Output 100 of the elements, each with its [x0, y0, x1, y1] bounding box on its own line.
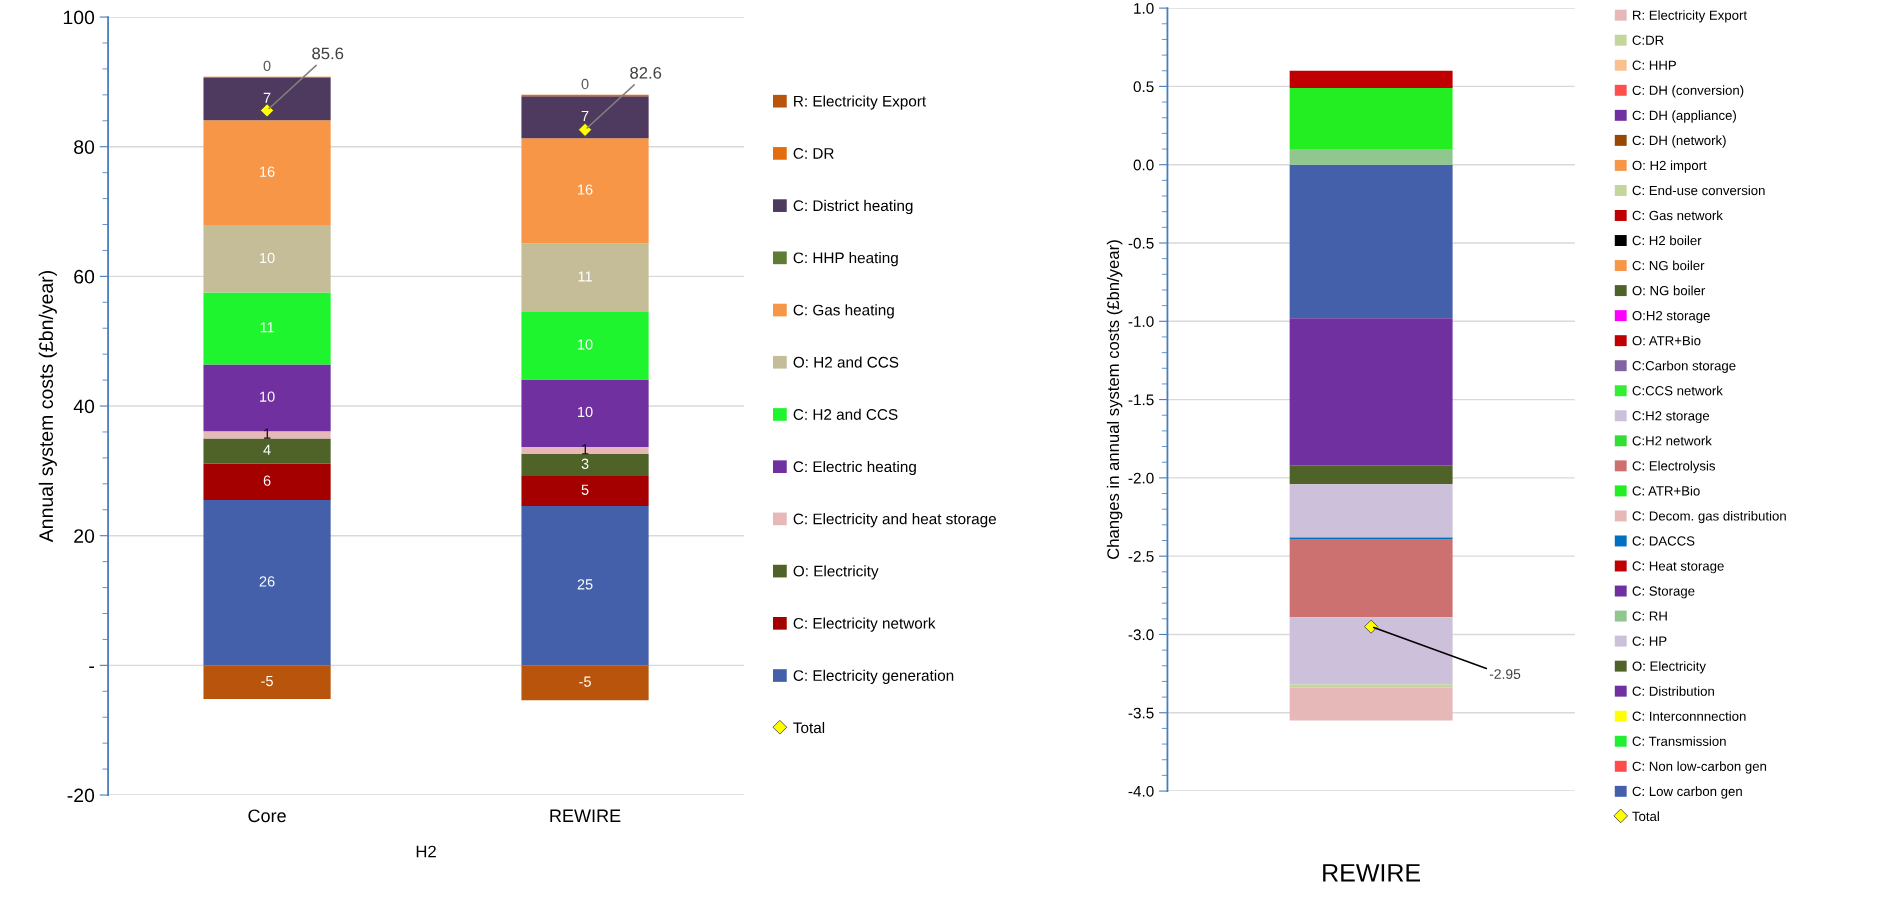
bar	[1289, 684, 1453, 688]
y-tick-label: -2.5	[1128, 551, 1154, 562]
legend-label: O: H2 and CCS	[793, 356, 899, 368]
legend-label: C: Electricity generation	[793, 669, 954, 684]
legend-label: C: DH (network)	[1632, 135, 1726, 148]
legend-label: C: Storage	[1632, 586, 1695, 599]
legend-label: R: Electricity Export	[794, 95, 927, 110]
y-axis-title: Changes in annual system costs (£bn/year)	[1106, 240, 1123, 559]
bar	[1289, 465, 1453, 485]
legend-label: C:CCS network	[1632, 385, 1723, 396]
data-label: 4	[263, 444, 271, 455]
y-tick-label: 20	[74, 529, 95, 543]
data-label: 25	[577, 579, 593, 590]
bar	[203, 463, 331, 501]
data-label: 11	[578, 271, 592, 282]
data-label: -5	[579, 676, 591, 687]
bar	[203, 665, 331, 700]
data-label: 10	[578, 406, 593, 418]
y-tick-label: -1.5	[1128, 394, 1154, 406]
legend-label: C: RH	[1632, 611, 1667, 621]
legend-label: C: DR	[793, 148, 834, 159]
legend-label: O: Electricity	[1632, 661, 1706, 674]
legend-label: C: NG boiler	[1632, 260, 1705, 271]
bar	[521, 665, 649, 701]
y-axis-title: Annual system costs (£bn/year)	[38, 271, 57, 543]
bar	[521, 446, 649, 455]
legend-label: C:H2 storage	[1632, 411, 1710, 424]
y-tick-label: -20	[67, 788, 95, 803]
legend-label: C: DACCS	[1632, 536, 1695, 546]
data-label: 10	[260, 391, 275, 402]
data-label: -2.95	[1489, 669, 1521, 679]
bar	[1289, 617, 1453, 685]
data-label: 0	[263, 60, 271, 72]
bar	[203, 500, 331, 666]
bar	[1289, 87, 1453, 150]
y-tick-label: 0.5	[1133, 81, 1154, 93]
legend-label: C: Low carbon gen	[1632, 786, 1742, 799]
y-tick-label: 1.0	[1134, 2, 1154, 14]
bar	[1289, 687, 1453, 721]
legend-label: C: Interconnnection	[1632, 711, 1746, 721]
data-label: 10	[260, 252, 275, 264]
data-label: 16	[578, 184, 593, 195]
y-tick-label: -	[89, 666, 95, 668]
legend-label: C:Carbon storage	[1632, 360, 1736, 373]
bar	[203, 292, 331, 365]
legend-label: C: DH (conversion)	[1632, 85, 1744, 98]
legend-label: C: Distribution	[1632, 686, 1714, 696]
y-tick-label: -4.0	[1128, 785, 1154, 797]
data-label: 11	[260, 322, 274, 333]
legend-label: C: Non low-carbon gen	[1632, 761, 1767, 774]
y-tick-label: 0.0	[1133, 159, 1154, 171]
bar	[521, 476, 649, 506]
bar	[521, 243, 649, 313]
y-tick-label: 80	[74, 140, 95, 154]
legend-label: C: Gas heating	[793, 304, 894, 319]
bar	[521, 138, 649, 244]
x-axis-title: H2	[416, 845, 436, 858]
legend-label: O: ATR+Bio	[1632, 335, 1701, 346]
y-tick-label: -0.5	[1128, 237, 1154, 249]
data-label: 10	[578, 339, 593, 350]
bar	[203, 77, 331, 121]
legend-label: C: Gas network	[1632, 210, 1723, 221]
data-label: 5	[581, 484, 589, 495]
x-tick-label: Core	[248, 809, 286, 823]
bar	[521, 454, 649, 477]
data-label: 6	[263, 475, 271, 486]
legend-label: C: Transmission	[1632, 736, 1726, 746]
bar	[1289, 164, 1453, 319]
bar	[1289, 149, 1453, 165]
legend-label: R: Electricity Export	[1633, 10, 1747, 23]
data-label: 82.6	[630, 66, 662, 79]
legend-label: C: Electricity network	[793, 617, 936, 632]
legend-label: O: H2 import	[1632, 160, 1707, 173]
bar	[203, 225, 331, 293]
bar	[1289, 538, 1453, 618]
y-tick-label: 40	[73, 399, 95, 414]
legend-label: C: District heating	[793, 199, 913, 215]
legend-label: C: End-use conversion	[1632, 185, 1765, 196]
legend-label: C: H2 boiler	[1632, 235, 1702, 246]
data-label: 85.6	[312, 47, 344, 60]
legend-label: C: Electric heating	[793, 460, 916, 476]
data-label: -5	[261, 675, 273, 687]
data-label: 7	[263, 92, 271, 103]
legend-label: C:DR	[1632, 35, 1664, 45]
legend-label: C: Heat storage	[1632, 561, 1724, 574]
legend-label: O: Electricity	[793, 565, 879, 580]
data-label: 1	[264, 428, 271, 439]
x-tick-label: REWIRE	[1323, 864, 1421, 882]
legend-label: C: Decom. gas distribution	[1632, 510, 1786, 524]
data-label: 3	[581, 458, 589, 469]
legend-label: C: HP	[1632, 636, 1667, 646]
legend-label: Total	[793, 721, 825, 734]
data-label: 26	[259, 576, 275, 587]
legend-label: C: H2 and CCS	[793, 408, 898, 420]
bar	[1289, 318, 1453, 466]
x-tick-label: REWIRE	[550, 809, 621, 822]
legend-label: C: Electricity and heat storage	[793, 513, 996, 528]
bar	[203, 120, 331, 226]
legend-label: C:H2 network	[1632, 435, 1712, 446]
legend-label: C: DH (appliance)	[1632, 110, 1736, 123]
